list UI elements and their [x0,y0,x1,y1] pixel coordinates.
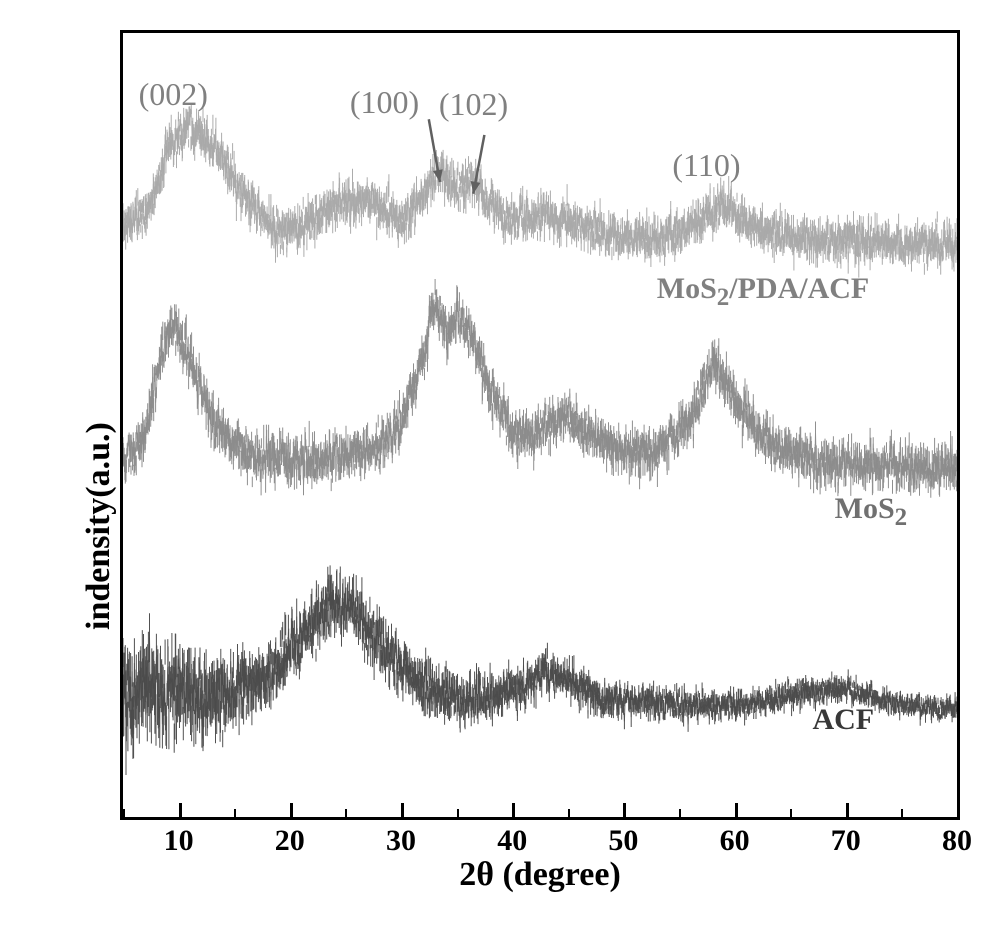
x-tick-labels: 1020304050607080 [120,824,960,860]
x-tick-label: 20 [275,824,305,858]
plot-area: MoS2/PDA/ACFMoS2ACF(002)(100)(102)(110) [120,30,960,820]
xrd-figure: indensity(a.u.) MoS2/PDA/ACFMoS2ACF(002)… [60,20,980,890]
x-tick-label: 40 [497,824,527,858]
x-tick-major [957,803,960,817]
x-tick-label: 50 [608,824,638,858]
x-tick-label: 10 [164,824,194,858]
x-tick-label: 30 [386,824,416,858]
x-tick-label: 70 [831,824,861,858]
peak-arrow [123,33,957,817]
x-axis-label: 2θ (degree) [120,856,960,896]
y-axis-label: indensity(a.u.) [80,422,118,630]
x-tick-label: 80 [942,824,972,858]
x-tick-label: 60 [720,824,750,858]
